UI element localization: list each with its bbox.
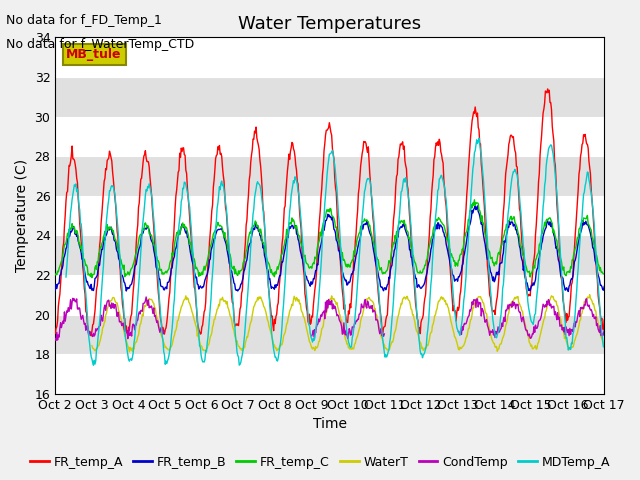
Bar	[55, 275, 604, 315]
Bar	[55, 77, 604, 117]
Bar	[55, 117, 604, 156]
Bar	[55, 156, 604, 196]
Bar	[55, 236, 604, 275]
Bar	[55, 354, 604, 394]
Title: Water Temperatures: Water Temperatures	[238, 15, 421, 33]
Legend: FR_temp_A, FR_temp_B, FR_temp_C, WaterT, CondTemp, MDTemp_A: FR_temp_A, FR_temp_B, FR_temp_C, WaterT,…	[25, 451, 615, 474]
Y-axis label: Temperature (C): Temperature (C)	[15, 159, 29, 272]
Text: No data for f_WaterTemp_CTD: No data for f_WaterTemp_CTD	[6, 38, 195, 51]
X-axis label: Time: Time	[313, 418, 347, 432]
Text: No data for f_FD_Temp_1: No data for f_FD_Temp_1	[6, 14, 163, 27]
Bar	[55, 37, 604, 77]
Bar	[55, 196, 604, 236]
Bar	[55, 315, 604, 354]
Text: MB_tule: MB_tule	[67, 48, 122, 61]
